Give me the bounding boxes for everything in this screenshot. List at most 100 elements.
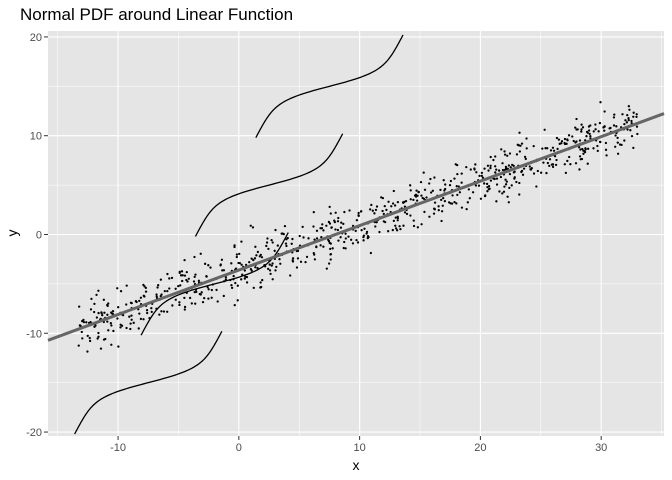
data-point — [325, 267, 328, 270]
data-point — [456, 193, 459, 197]
data-point — [224, 278, 228, 281]
data-point — [403, 200, 406, 204]
data-point — [625, 121, 629, 124]
data-point — [586, 147, 590, 150]
data-point — [185, 270, 188, 274]
x-tick-label: 10 — [353, 442, 365, 454]
data-point — [599, 101, 602, 104]
data-point — [243, 269, 246, 272]
data-point — [453, 200, 456, 204]
gridlines — [48, 31, 664, 436]
data-point — [265, 244, 268, 248]
data-point — [93, 302, 96, 306]
data-point — [546, 147, 549, 150]
x-tick-label: 30 — [595, 442, 607, 454]
data-point — [556, 147, 559, 151]
fit-line-group — [47, 112, 665, 342]
data-point — [365, 230, 369, 234]
data-point — [106, 303, 109, 307]
data-point — [604, 141, 608, 145]
data-point — [86, 350, 89, 353]
data-point — [138, 299, 141, 302]
data-point — [548, 158, 552, 161]
data-point — [618, 143, 622, 146]
data-point — [394, 227, 398, 230]
data-point — [174, 287, 177, 290]
data-point — [624, 119, 627, 122]
data-point — [440, 198, 443, 202]
data-point — [348, 209, 351, 212]
data-point — [596, 149, 599, 153]
data-point — [518, 131, 521, 134]
data-point — [181, 274, 184, 277]
data-point — [551, 146, 555, 149]
data-point — [596, 144, 599, 148]
data-point — [193, 255, 196, 259]
data-point — [569, 163, 572, 166]
data-point — [548, 164, 551, 168]
data-point — [92, 310, 96, 314]
data-point — [603, 129, 606, 132]
data-point — [568, 155, 571, 159]
data-point — [205, 275, 208, 278]
data-point — [629, 129, 632, 132]
data-point — [253, 257, 257, 260]
data-point — [238, 252, 241, 256]
data-point — [159, 294, 162, 298]
data-point — [295, 266, 299, 269]
data-point — [339, 236, 342, 239]
data-point — [79, 324, 82, 327]
data-point — [555, 158, 558, 162]
fit-line — [47, 112, 665, 342]
y-tick-label: 10 — [30, 131, 42, 143]
data-point — [442, 196, 445, 200]
data-point — [394, 224, 397, 227]
data-point — [492, 158, 495, 162]
data-point — [103, 311, 106, 314]
data-point — [494, 155, 497, 158]
data-point — [357, 214, 360, 217]
data-point — [494, 165, 497, 168]
data-point — [383, 204, 386, 208]
data-point — [183, 258, 186, 262]
data-point — [574, 141, 577, 144]
data-point — [579, 148, 582, 151]
data-point — [245, 281, 249, 284]
data-point — [433, 201, 437, 204]
data-point — [623, 139, 626, 142]
data-point — [580, 128, 583, 131]
data-point — [458, 191, 462, 194]
data-point — [129, 327, 132, 331]
data-point — [604, 148, 608, 151]
data-point — [466, 201, 469, 204]
data-point — [357, 211, 360, 215]
data-point — [494, 171, 497, 174]
data-point — [130, 314, 133, 317]
data-point — [150, 307, 153, 310]
data-point — [581, 126, 585, 129]
data-point — [433, 176, 436, 179]
data-point — [440, 219, 443, 223]
data-point — [269, 272, 272, 276]
data-point — [221, 269, 224, 272]
data-point — [392, 189, 395, 193]
data-point — [503, 150, 506, 153]
data-point — [405, 212, 409, 216]
data-point — [409, 189, 412, 192]
data-point — [177, 284, 180, 288]
data-point — [320, 236, 323, 239]
data-point — [155, 293, 158, 296]
data-point — [415, 199, 419, 202]
data-point — [521, 173, 525, 176]
data-point — [628, 108, 631, 111]
data-point — [355, 238, 358, 242]
data-point — [441, 204, 444, 207]
data-point — [589, 135, 592, 138]
data-point — [179, 284, 182, 287]
data-point — [594, 123, 597, 126]
data-point — [506, 195, 509, 198]
axis-ticks: -10 0 10 20 30 -20 -10 0 10 20 — [26, 32, 607, 454]
data-point — [398, 225, 401, 228]
data-point — [337, 239, 340, 242]
data-point — [240, 263, 243, 266]
